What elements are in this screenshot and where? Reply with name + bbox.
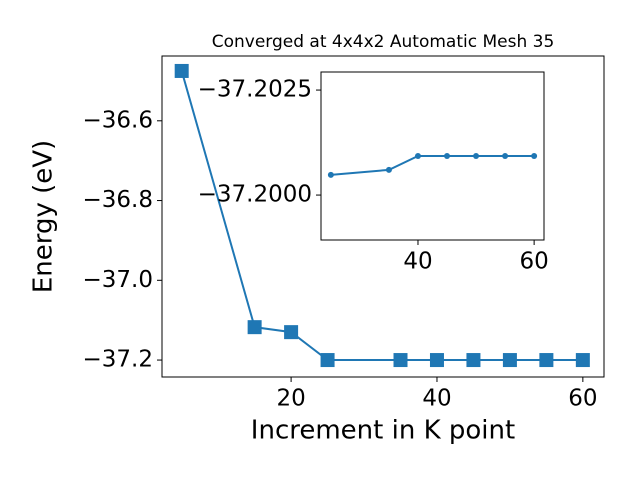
marker	[466, 353, 481, 368]
series-line	[180, 70, 583, 362]
x-tick-label: 20	[276, 386, 305, 412]
marker	[320, 353, 335, 368]
marker	[444, 153, 451, 159]
y-axis-label: Energy (eV)	[29, 140, 59, 293]
marker	[174, 63, 189, 78]
marker	[531, 153, 538, 159]
x-tick-label: 60	[568, 386, 597, 412]
y-tick-label: −36.8	[83, 187, 153, 213]
marker	[247, 320, 262, 335]
marker	[575, 353, 590, 368]
marker	[385, 166, 392, 173]
x-axis-label: Increment in K point	[251, 416, 515, 446]
marker	[473, 153, 480, 159]
marker	[429, 353, 444, 368]
marker	[284, 325, 299, 340]
marker	[502, 353, 517, 368]
y-tick-label: −37.2025	[198, 77, 312, 103]
x-tick-label: 60	[519, 249, 548, 275]
y-tick-label: −37.0	[83, 267, 153, 293]
marker	[393, 353, 408, 368]
marker	[327, 171, 334, 178]
x-tick-label: 40	[403, 249, 432, 275]
chart-title: Converged at 4x4x2 Automatic Mesh 35	[212, 32, 555, 52]
marker	[414, 153, 421, 159]
marker	[502, 153, 509, 159]
y-tick-label: −36.6	[83, 107, 153, 133]
marker	[539, 353, 554, 368]
y-tick-label: −37.2000	[198, 182, 312, 208]
y-tick-label: −37.2	[83, 347, 153, 373]
x-tick-label: 40	[422, 386, 451, 412]
